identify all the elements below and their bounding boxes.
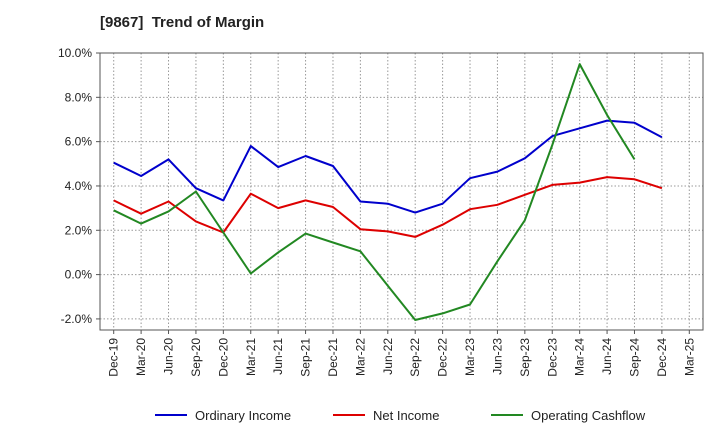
x-tick-label: Dec-21 — [326, 338, 340, 377]
x-tick-label: Mar-22 — [353, 338, 367, 376]
y-tick-label: 6.0% — [65, 135, 93, 149]
legend-label: Operating Cashflow — [531, 408, 646, 423]
x-tick-label: Jun-20 — [162, 338, 176, 375]
x-axis-ticks: Dec-19 Mar-20 Jun-20 Sep-20 Dec-20 Mar-21 Jun-… — [107, 330, 696, 377]
y-tick-label: 0.0% — [65, 268, 93, 282]
x-tick-label: Jun-21 — [271, 338, 285, 375]
y-tick-label: 8.0% — [65, 90, 93, 104]
grid — [100, 52, 703, 330]
x-tick-label: Mar-21 — [244, 338, 258, 376]
x-tick-label: Dec-19 — [107, 338, 121, 377]
x-tick-label: Mar-20 — [134, 338, 148, 376]
chart-title: [9867] Trend of Margin — [100, 14, 265, 31]
x-tick-label: Jun-23 — [490, 338, 504, 375]
y-tick-label: 4.0% — [65, 179, 93, 193]
legend: Ordinary Income Net Income Operating Cashf… — [155, 408, 646, 423]
x-tick-label: Jun-22 — [381, 338, 395, 375]
x-tick-label: Dec-23 — [545, 338, 559, 377]
x-tick-label: Mar-24 — [573, 338, 587, 376]
y-tick-label: 10.0% — [58, 46, 92, 60]
x-tick-label: Sep-24 — [627, 338, 641, 377]
x-tick-label: Dec-22 — [436, 338, 450, 377]
y-tick-label: 2.0% — [65, 223, 93, 237]
series-line-operating-cashflow — [113, 63, 636, 321]
x-tick-label: Sep-23 — [518, 338, 532, 377]
series-line-ordinary-income — [113, 119, 663, 214]
series-line-net-income — [113, 176, 663, 238]
x-tick-label: Jun-24 — [600, 338, 614, 375]
x-tick-label: Sep-20 — [189, 338, 203, 377]
y-axis-ticks: -2.0% 0.0% 2.0% 4.0% 6.0% 8.0% 10.0% — [58, 46, 100, 326]
x-tick-label: Dec-20 — [216, 338, 230, 377]
x-tick-label: Mar-23 — [463, 338, 477, 376]
series-lines — [113, 63, 663, 321]
x-tick-label: Sep-21 — [299, 338, 313, 377]
y-tick-label: -2.0% — [61, 312, 93, 326]
x-tick-label: Mar-25 — [682, 338, 696, 376]
legend-label: Net Income — [373, 408, 439, 423]
plot-area-frame — [99, 52, 704, 331]
x-tick-label: Dec-24 — [655, 338, 669, 377]
x-tick-label: Sep-22 — [408, 338, 422, 377]
legend-label: Ordinary Income — [195, 408, 291, 423]
